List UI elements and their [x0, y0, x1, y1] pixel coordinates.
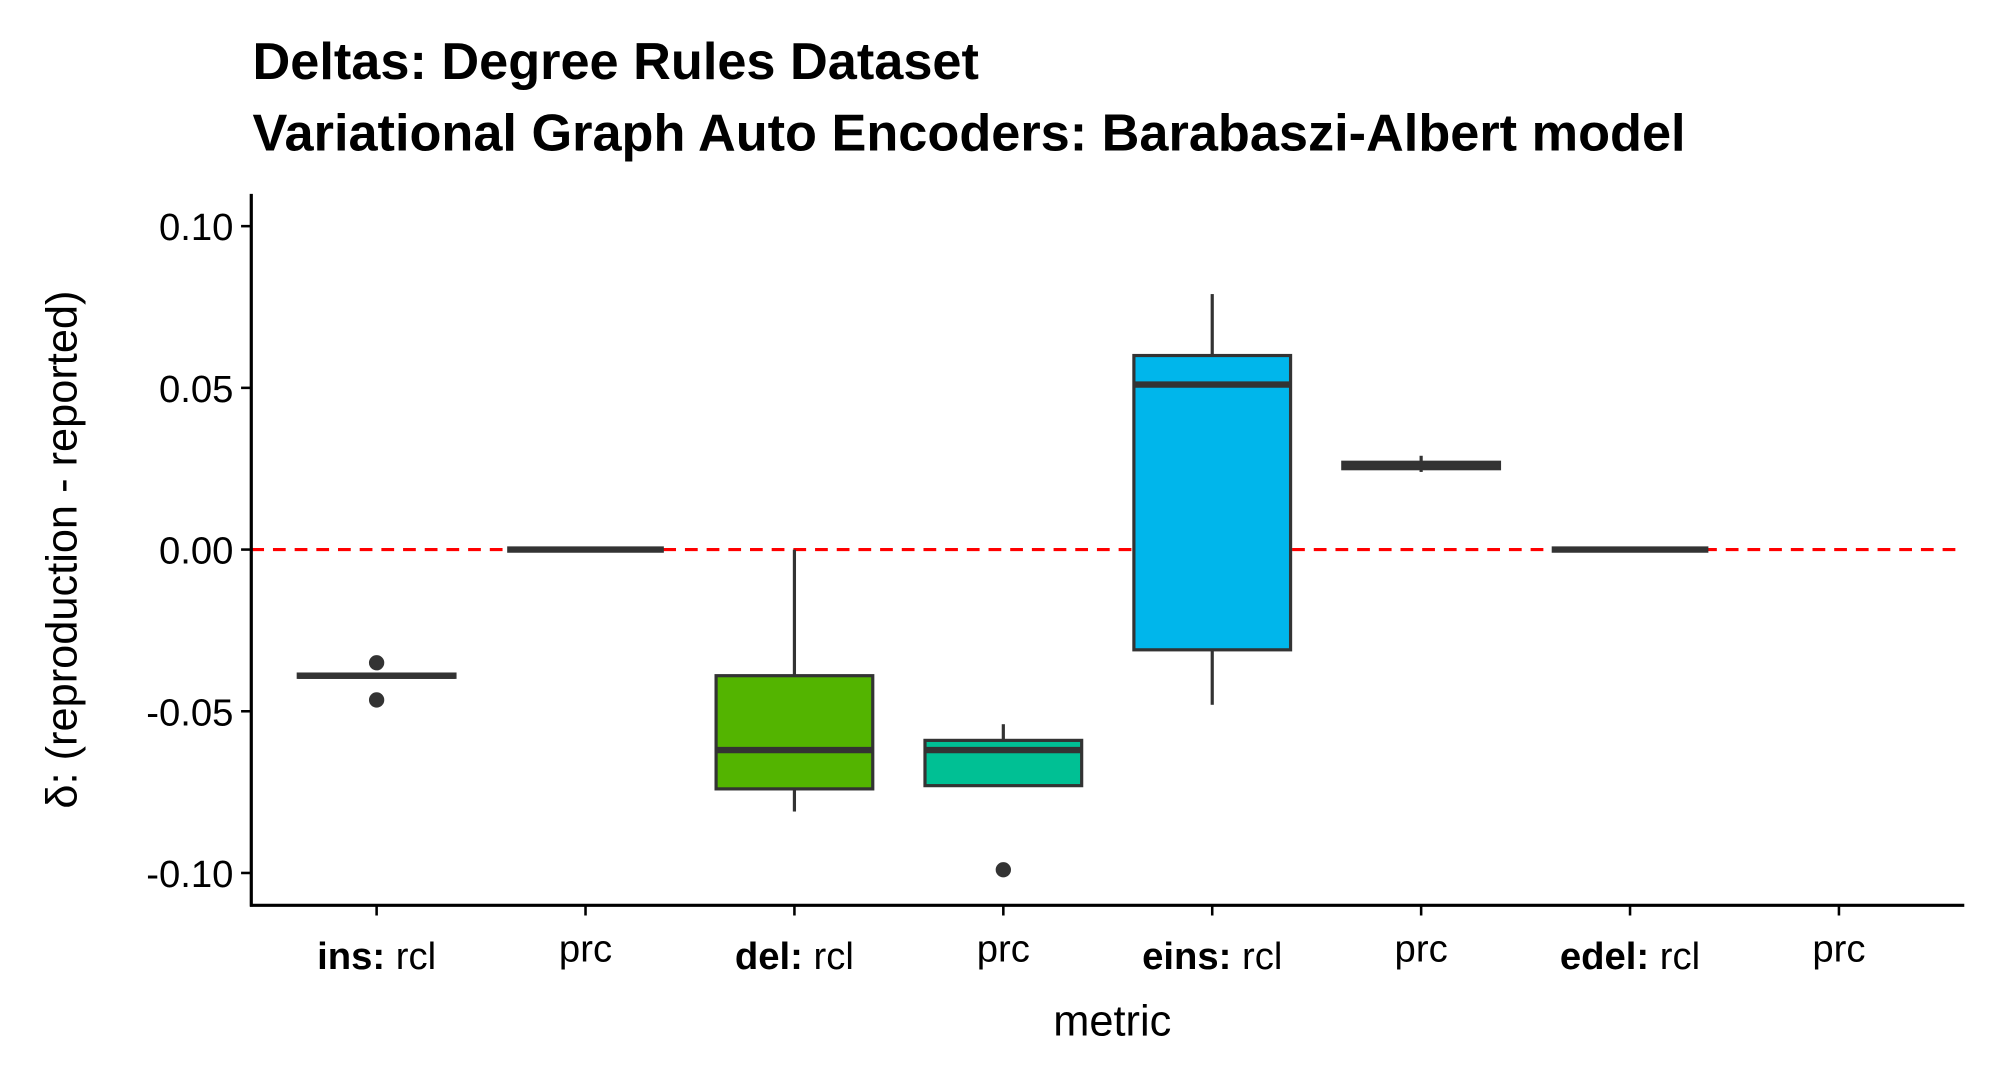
x-tick-label: eins: rcl: [1142, 935, 1282, 978]
x-tick-group: del:: [735, 935, 803, 978]
x-tick-label: prc: [977, 927, 1030, 970]
x-tick-metric: prc: [559, 927, 612, 970]
y-tick-label: -0.05: [146, 691, 233, 734]
x-tick-label: prc: [1812, 927, 1865, 970]
y-tick-label: -0.10: [146, 853, 233, 896]
outlier: [995, 862, 1011, 878]
x-tick-metric: rcl: [1242, 935, 1282, 978]
x-tick-label: edel: rcl: [1560, 935, 1700, 978]
outlier: [368, 692, 385, 708]
chart-title: Deltas: Degree Rules Dataset: [253, 33, 979, 91]
x-tick-label: ins: rcl: [317, 935, 436, 978]
x-tick-metric: rcl: [396, 935, 436, 978]
x-tick-metric: prc: [1395, 927, 1448, 970]
y-tick-label: 0.10: [159, 206, 233, 249]
box: [714, 674, 875, 791]
x-tick-metric: rcl: [1660, 935, 1700, 978]
chart-subtitle: Variational Graph Auto Encoders: Barabas…: [253, 104, 1686, 162]
x-tick-label: prc: [1395, 927, 1448, 970]
x-tick-label: del: rcl: [735, 935, 854, 978]
x-axis-label: metric: [1053, 997, 1171, 1045]
x-tick-group: ins:: [317, 935, 385, 978]
x-tick-group: eins:: [1142, 935, 1231, 978]
x-tick-metric: rcl: [814, 935, 854, 978]
x-tick-group: edel:: [1560, 935, 1649, 978]
x-tick-metric: prc: [977, 927, 1030, 970]
box: [1132, 353, 1293, 652]
y-tick-label: 0.00: [159, 530, 233, 573]
y-tick-label: 0.05: [159, 368, 233, 411]
x-tick-metric: prc: [1812, 927, 1865, 970]
outlier: [368, 655, 385, 671]
x-tick-label: prc: [559, 927, 612, 970]
y-axis-label: δ: (reproduction - reported): [39, 291, 87, 809]
